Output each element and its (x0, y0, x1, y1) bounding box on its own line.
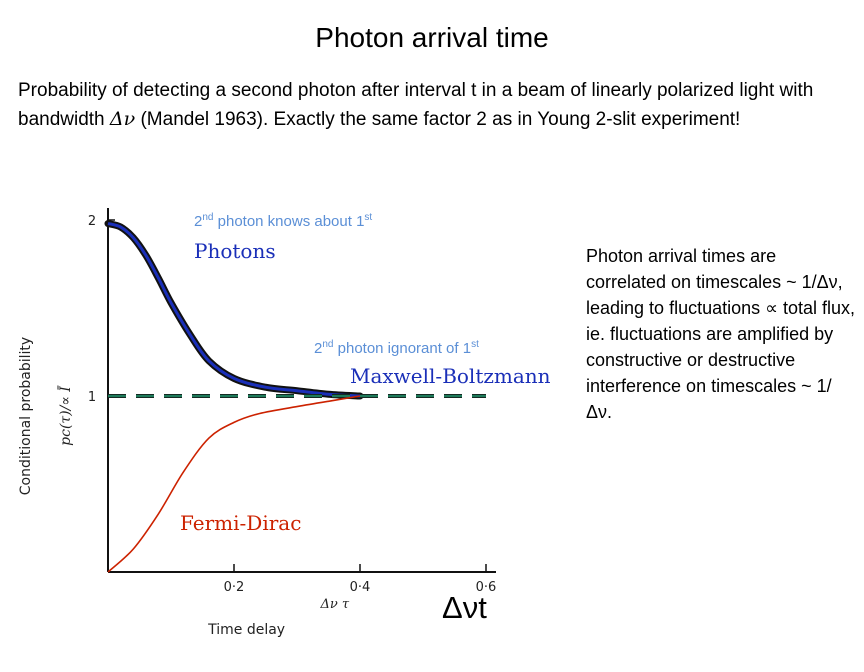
x-tick-label: 0·6 (476, 580, 497, 595)
y-axis-label: Conditional probability (18, 337, 34, 495)
intro-text-before: Probability of detecting a second photon… (18, 80, 814, 130)
series-label: Fermi-Dirac (180, 511, 301, 535)
x-axis-sublabel: Δν τ (319, 597, 349, 612)
y-axis-sublabel: pc(τ)/∝ Ī (56, 385, 74, 446)
y-tick-label: 1 (88, 390, 96, 405)
delta-nu-t-label: Δνt (442, 590, 487, 625)
x-axis-label: Time delay (207, 622, 285, 638)
chart-series (104, 220, 486, 573)
slide-title: Photon arrival time (315, 22, 549, 53)
series-label: Photons (194, 239, 276, 263)
chart-labels: 0·2 0·4 0·6 1 2 Δν τ Time delay Conditional pro… (18, 214, 551, 638)
bandwidth-symbol: Δν (109, 108, 136, 130)
series-label: Maxwell-Boltzmann (350, 364, 551, 388)
annotation-ignorant: 2nd photon ignorant of 1st (314, 339, 479, 357)
x-tick-label: 0·2 (224, 580, 245, 595)
chart-axes (107, 208, 496, 573)
series-fermi-line (107, 395, 361, 573)
intro-paragraph: Probability of detecting a second photon… (18, 76, 848, 134)
series-photons-line (107, 222, 361, 398)
correlation-chart: 0·2 0·4 0·6 1 2 Δν τ Time delay Conditional pro… (18, 208, 551, 638)
y-tick-label: 2 (88, 214, 96, 229)
annotation-knows: 2nd photon knows about 1st (194, 212, 373, 230)
x-tick-label: 0·4 (350, 580, 371, 595)
intro-text-after: (Mandel 1963). Exactly the same factor 2… (135, 109, 741, 130)
side-explanation: Photon arrival times are correlated on t… (586, 246, 856, 422)
